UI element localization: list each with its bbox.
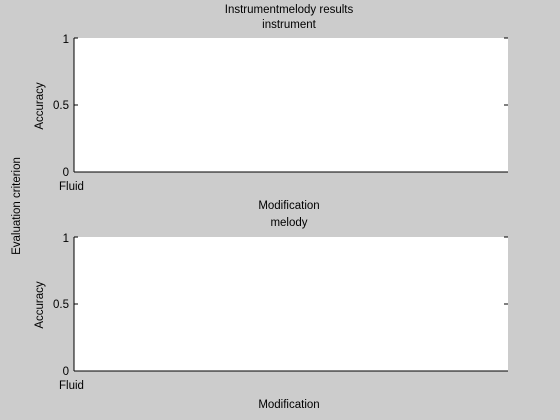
plot-area bbox=[74, 237, 508, 371]
figure-title: Instrumentmelody results bbox=[225, 4, 354, 16]
x-tick-label: Fluid bbox=[59, 380, 84, 392]
y-tick-label: 0 bbox=[63, 167, 69, 179]
y-tick-label: 0.5 bbox=[53, 299, 69, 311]
y-tick-label: 1 bbox=[63, 233, 69, 245]
figure-side-label: Evaluation criterion bbox=[11, 157, 23, 255]
y-tick-label: 0.5 bbox=[53, 100, 69, 112]
panel-title: instrument bbox=[262, 19, 316, 31]
y-axis-label: Accuracy bbox=[34, 82, 46, 130]
chart-panel-melody: melody 0 0.5 1 Fluid Modification Accura… bbox=[34, 217, 508, 411]
x-axis-label: Modification bbox=[258, 399, 319, 411]
chart-panel-instrument: instrument 0 0.5 1 Fluid Modification Ac… bbox=[34, 19, 508, 212]
plot-area bbox=[74, 38, 508, 172]
y-tick-label: 1 bbox=[63, 34, 69, 46]
y-axis-label: Accuracy bbox=[34, 281, 46, 329]
y-tick-label: 0 bbox=[63, 366, 69, 378]
x-tick-label: Fluid bbox=[59, 181, 84, 193]
panel-title: melody bbox=[270, 217, 307, 229]
x-axis-label: Modification bbox=[258, 200, 319, 212]
